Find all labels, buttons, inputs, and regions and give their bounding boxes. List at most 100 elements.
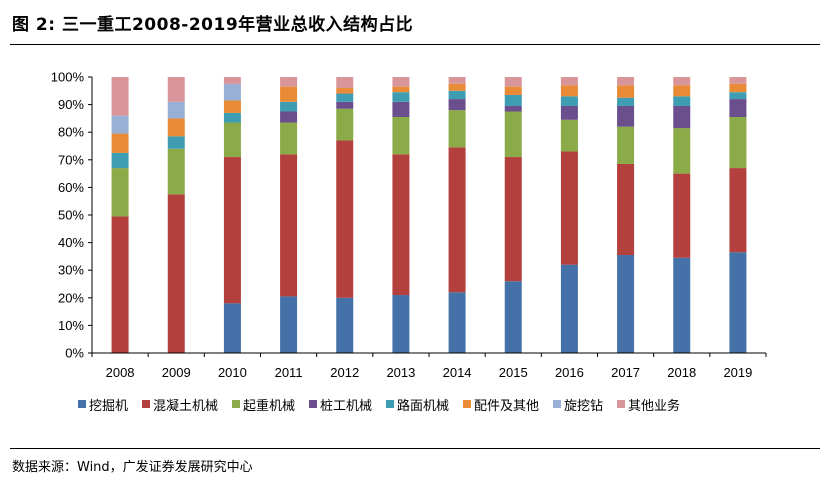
x-tick-label-2018: 2018 xyxy=(667,365,696,380)
x-tick-label-2012: 2012 xyxy=(330,365,359,380)
bar-segment-2013-1 xyxy=(392,154,410,296)
bar-segment-2012-5 xyxy=(336,88,354,94)
legend-swatch-6 xyxy=(553,400,561,408)
legend-swatch-4 xyxy=(386,400,394,408)
y-tick-label: 20% xyxy=(58,290,84,305)
legend-label-2: 起重机械 xyxy=(243,398,295,414)
bar-segment-2009-6 xyxy=(167,101,185,119)
bar-segment-2018-7 xyxy=(673,77,691,86)
source-note: 数据来源：Wind，广发证券发展研究中心 xyxy=(12,460,253,475)
bar-segment-2014-4 xyxy=(448,90,466,100)
bar-segment-2018-3 xyxy=(673,105,691,129)
axes: 0% 10% 20% 30% 40% 50% 60% 70% 80% 90% 100% 2008 200… xyxy=(51,70,767,380)
bar-segment-2015-7 xyxy=(504,77,522,87)
bar-segment-2009-7 xyxy=(167,77,185,102)
bar-segment-2014-0 xyxy=(448,292,466,353)
x-tick-label-2019: 2019 xyxy=(723,365,752,380)
bar-segment-2011-5 xyxy=(280,86,298,102)
y-tick-label: 30% xyxy=(58,263,84,278)
legend-swatch-3 xyxy=(309,400,317,408)
bar-segment-2017-5 xyxy=(617,85,635,98)
title-divider xyxy=(10,44,820,45)
bar-segment-2019-2 xyxy=(729,117,747,169)
y-tick-label: 90% xyxy=(58,97,84,112)
bar-segment-2017-7 xyxy=(617,77,635,86)
bar-segment-2016-7 xyxy=(560,77,578,86)
bar-segment-2013-5 xyxy=(392,86,410,93)
bar-segment-2011-2 xyxy=(280,122,298,155)
bar-segment-2009-1 xyxy=(167,194,185,353)
legend-label-4: 路面机械 xyxy=(397,398,449,414)
bar-segment-2017-1 xyxy=(617,163,635,256)
x-tick-label-2011: 2011 xyxy=(275,365,303,380)
bar-segment-2014-7 xyxy=(448,77,466,84)
bar-segment-2017-2 xyxy=(617,126,635,164)
bar-segment-2019-3 xyxy=(729,99,747,118)
y-tick-label: 50% xyxy=(58,208,84,223)
bar-segment-2016-0 xyxy=(560,264,578,353)
x-tick-label-2009: 2009 xyxy=(162,365,191,380)
bar-segment-2012-2 xyxy=(336,108,354,141)
bar-segment-2010-1 xyxy=(223,157,241,304)
bar-segment-2013-7 xyxy=(392,77,410,87)
bar-segment-2018-1 xyxy=(673,173,691,258)
legend-label-1: 混凝土机械 xyxy=(153,398,218,414)
stacked-bar-chart: 0% 10% 20% 30% 40% 50% 60% 70% 80% 90% 100% 2008 200… xyxy=(51,70,767,414)
legend-label-5: 配件及其他 xyxy=(474,399,539,414)
bars xyxy=(111,77,747,353)
bar-segment-2016-2 xyxy=(560,119,578,152)
bar-segment-2015-1 xyxy=(504,157,522,282)
x-tick-label-2015: 2015 xyxy=(499,365,528,380)
bar-segment-2018-4 xyxy=(673,96,691,106)
y-tick-label: 0% xyxy=(65,346,84,361)
bar-segment-2010-0 xyxy=(223,303,241,353)
bar-segment-2013-4 xyxy=(392,92,410,102)
bar-segment-2011-0 xyxy=(280,296,298,353)
bar-segment-2011-7 xyxy=(280,77,298,87)
bar-segment-2019-5 xyxy=(729,83,747,93)
bar-segment-2014-2 xyxy=(448,110,466,148)
legend-swatch-5 xyxy=(463,400,471,408)
legend-label-3: 桩工机械 xyxy=(320,399,372,414)
source-divider xyxy=(10,448,820,449)
bar-segment-2013-0 xyxy=(392,295,410,353)
bar-segment-2011-3 xyxy=(280,111,298,123)
bar-segment-2013-3 xyxy=(392,101,410,118)
bar-segment-2019-1 xyxy=(729,168,747,253)
bar-segment-2012-7 xyxy=(336,77,354,89)
bar-segment-2009-4 xyxy=(167,136,185,149)
bar-segment-2011-4 xyxy=(280,101,298,112)
x-tick-label-2014: 2014 xyxy=(443,365,472,380)
legend-swatch-1 xyxy=(142,400,150,408)
y-tick-label: 40% xyxy=(58,235,84,250)
legend-swatch-0 xyxy=(78,400,86,408)
bar-segment-2015-4 xyxy=(504,94,522,106)
bar-segment-2017-4 xyxy=(617,97,635,106)
bar-segment-2012-1 xyxy=(336,140,354,298)
bar-segment-2016-1 xyxy=(560,151,578,265)
x-tick-label-2017: 2017 xyxy=(611,365,640,380)
bar-segment-2009-5 xyxy=(167,118,185,137)
bar-segment-2014-1 xyxy=(448,147,466,293)
y-tick-label: 60% xyxy=(58,180,84,195)
bar-segment-2016-5 xyxy=(560,85,578,97)
bar-segment-2010-7 xyxy=(223,77,241,84)
legend-swatch-2 xyxy=(232,400,240,408)
y-tick-label: 10% xyxy=(58,318,84,333)
bar-segment-2011-1 xyxy=(280,154,298,297)
bar-segment-2019-7 xyxy=(729,77,747,84)
legend-label-7: 其他业务 xyxy=(628,398,680,414)
bar-segment-2008-4 xyxy=(111,152,129,169)
bar-segment-2010-6 xyxy=(223,83,241,101)
y-tick-label: 80% xyxy=(58,125,84,140)
bar-segment-2017-3 xyxy=(617,105,635,127)
bar-segment-2016-4 xyxy=(560,96,578,106)
bar-segment-2015-5 xyxy=(504,86,522,95)
bar-segment-2019-0 xyxy=(729,252,747,353)
bar-segment-2012-3 xyxy=(336,101,354,109)
bar-segment-2019-4 xyxy=(729,92,747,100)
bar-segment-2018-5 xyxy=(673,85,691,97)
bar-segment-2010-5 xyxy=(223,100,241,113)
legend-swatch-7 xyxy=(617,400,625,408)
bar-segment-2018-2 xyxy=(673,128,691,174)
